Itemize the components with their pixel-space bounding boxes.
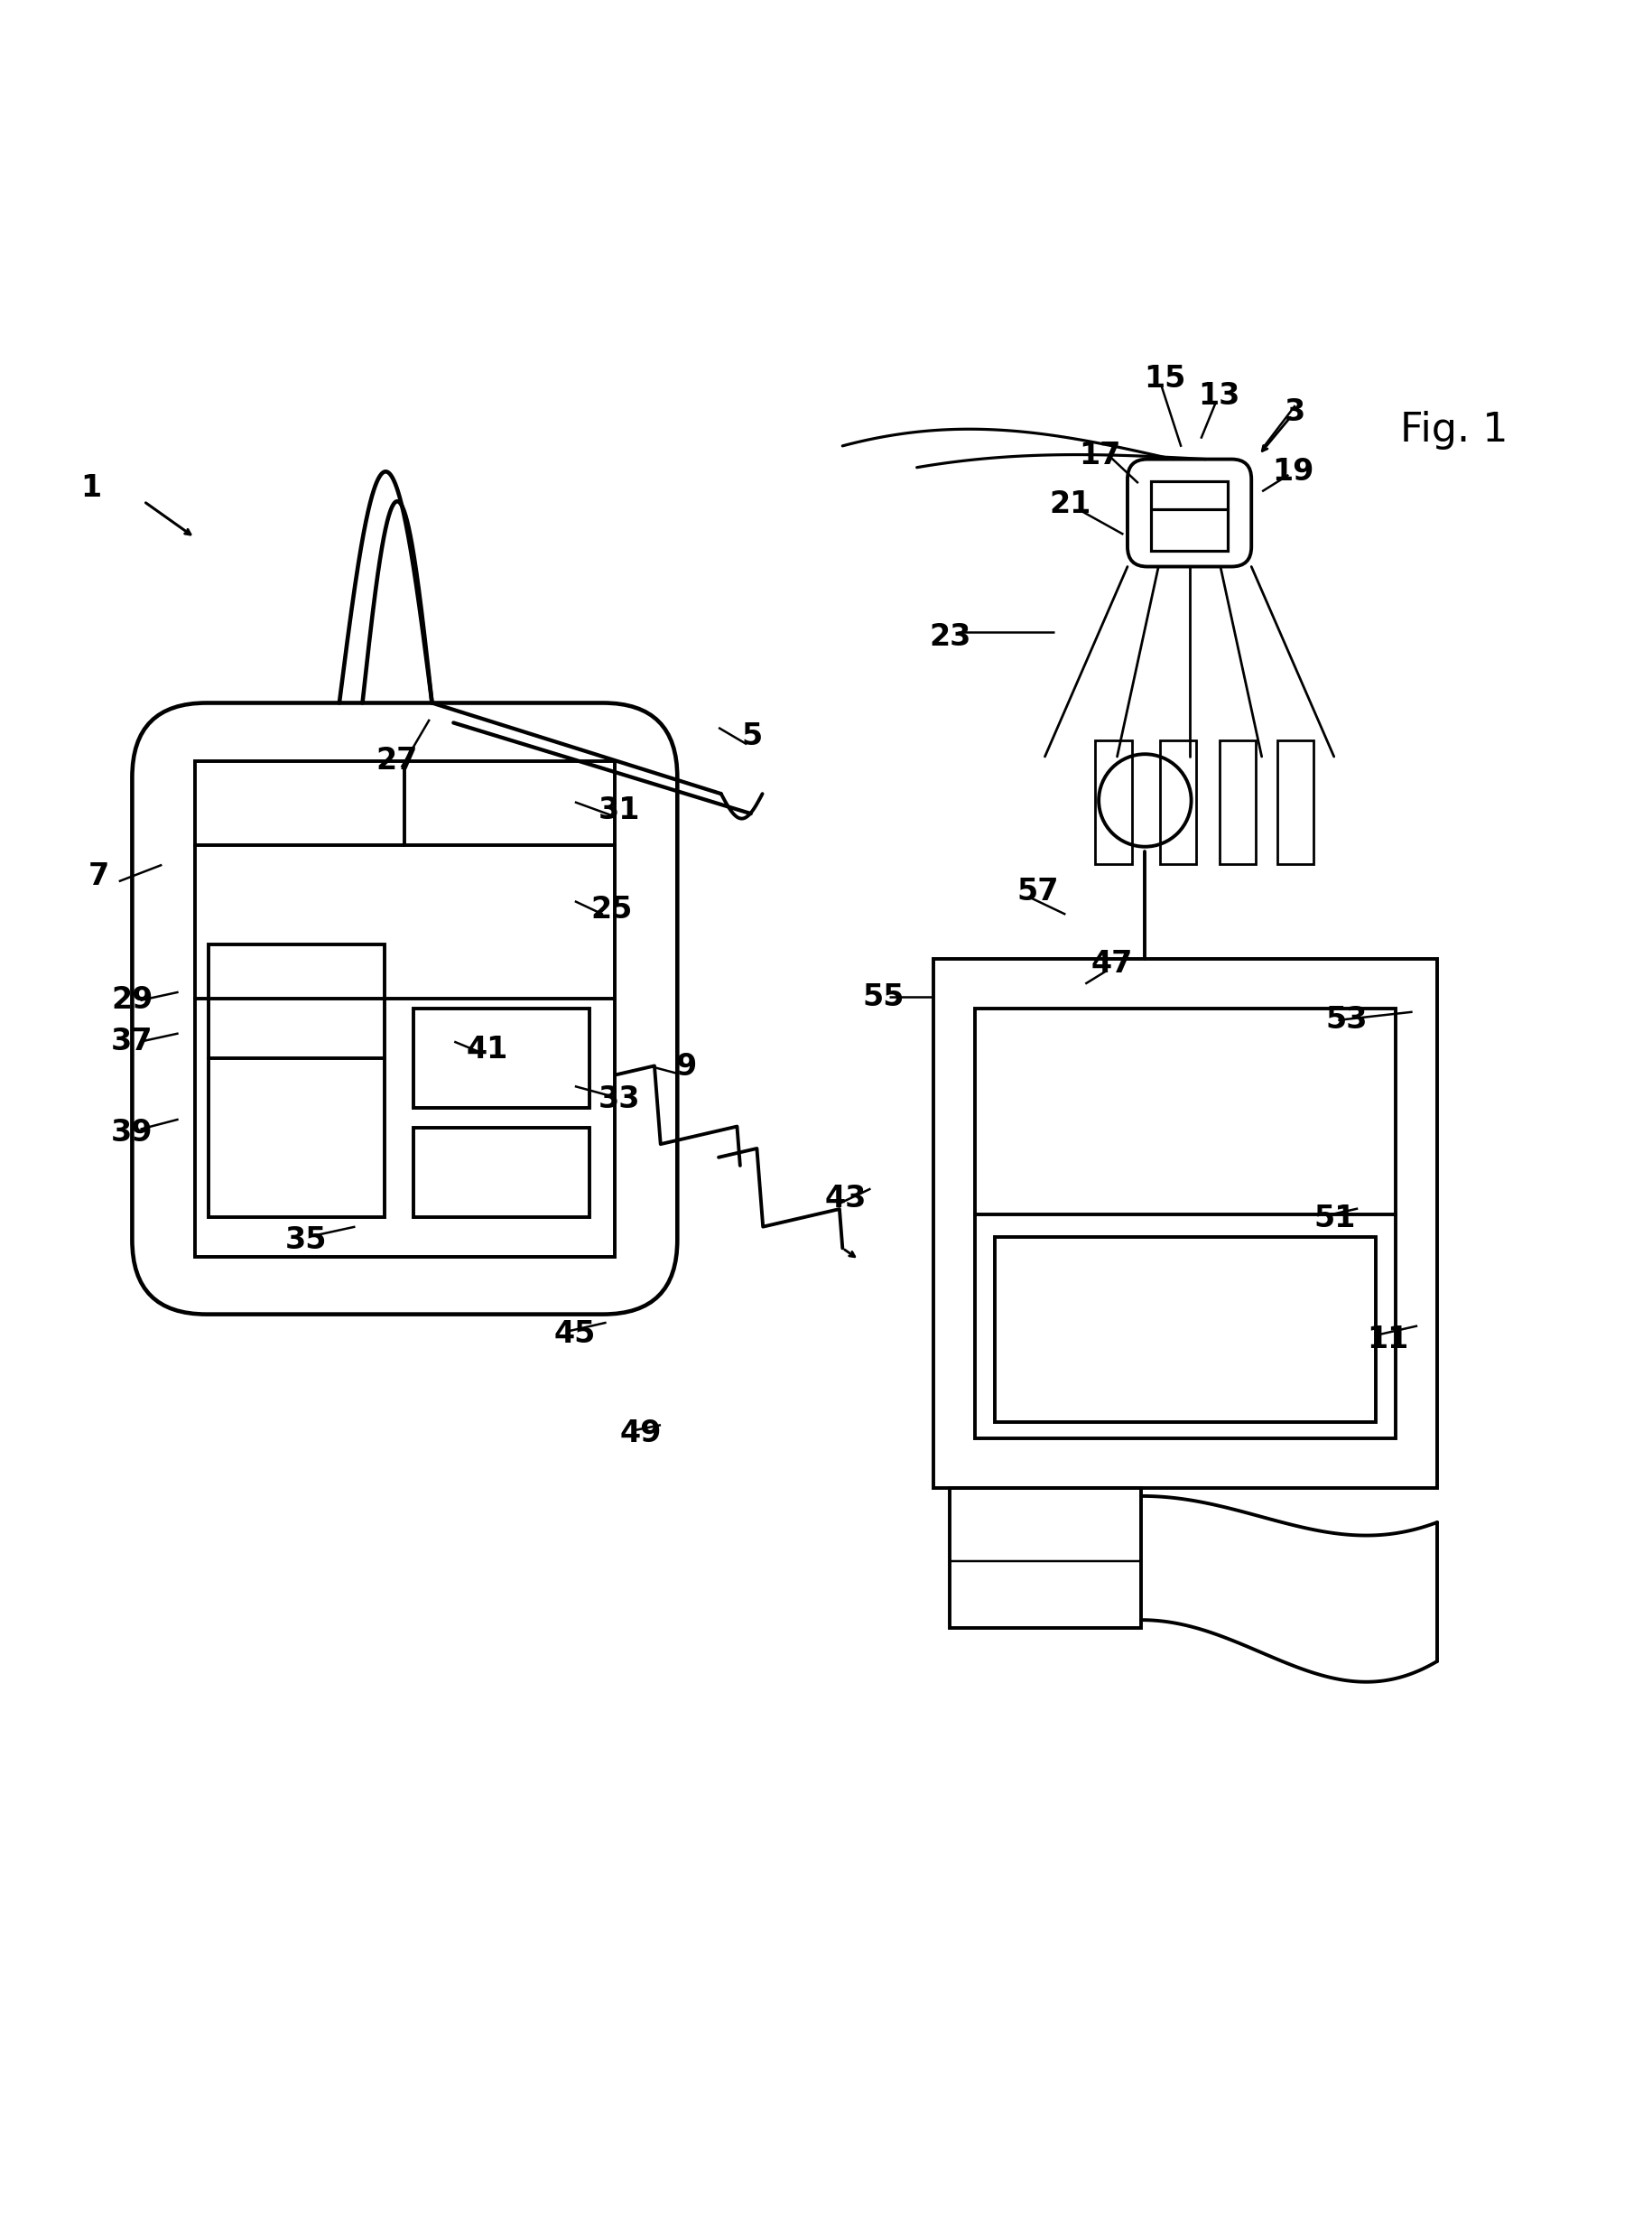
Text: 3: 3 [1285, 397, 1305, 426]
Text: 51: 51 [1313, 1203, 1356, 1234]
Text: 57: 57 [1016, 877, 1059, 906]
Text: 45: 45 [553, 1319, 596, 1348]
Text: 39: 39 [111, 1118, 154, 1147]
Bar [1160, 741, 1196, 864]
Text: 21: 21 [1049, 489, 1092, 520]
Bar [413, 1127, 590, 1216]
Text: 1: 1 [81, 473, 101, 502]
Bar [1151, 482, 1227, 551]
Text: 49: 49 [620, 1417, 662, 1449]
Text: 25: 25 [590, 895, 633, 924]
Bar [1095, 741, 1132, 864]
Text: 43: 43 [824, 1183, 867, 1214]
Text: 29: 29 [111, 987, 154, 1016]
Text: 23: 23 [928, 623, 971, 652]
Text: 31: 31 [598, 795, 641, 826]
Text: 35: 35 [284, 1225, 327, 1254]
Bar [208, 944, 385, 1216]
Text: 41: 41 [466, 1036, 509, 1065]
Bar [195, 761, 615, 1257]
Text: 53: 53 [1325, 1004, 1368, 1036]
FancyBboxPatch shape [132, 703, 677, 1315]
Text: 37: 37 [111, 1027, 154, 1056]
Text: 13: 13 [1198, 382, 1241, 411]
Bar [1277, 741, 1313, 864]
Text: 7: 7 [89, 862, 109, 891]
Text: 17: 17 [1079, 440, 1122, 471]
Bar [950, 1489, 1142, 1627]
Bar [995, 1237, 1376, 1422]
Bar [413, 1009, 590, 1107]
Text: 47: 47 [1090, 949, 1133, 980]
Text: 55: 55 [862, 982, 905, 1011]
Text: Fig. 1: Fig. 1 [1399, 411, 1508, 449]
Bar [975, 1009, 1396, 1437]
FancyBboxPatch shape [1127, 460, 1252, 567]
Bar [1219, 741, 1256, 864]
Text: 27: 27 [375, 745, 418, 777]
Text: 33: 33 [598, 1085, 641, 1114]
Text: 5: 5 [742, 721, 762, 750]
Text: 9: 9 [676, 1051, 695, 1080]
Text: 15: 15 [1143, 364, 1186, 395]
Bar [933, 960, 1437, 1489]
Text: 11: 11 [1366, 1324, 1409, 1355]
Text: 19: 19 [1272, 458, 1315, 487]
